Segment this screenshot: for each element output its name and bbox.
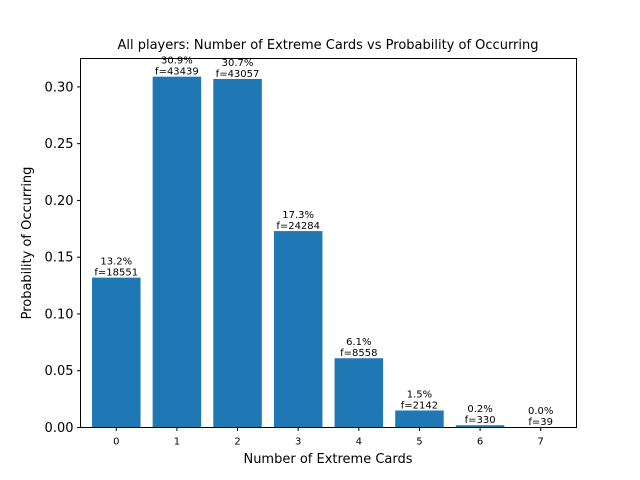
bar-percent-label-4: 6.1% [346,337,371,348]
bar-4 [334,358,384,428]
x-tick-label-0: 0 [113,437,119,448]
y-tick-label-0.05: 0.05 [45,364,74,379]
bar-group [92,76,565,428]
y-tick-label-0.30: 0.30 [45,80,74,95]
bar-percent-label-0: 13.2% [100,257,132,268]
x-tick-label-3: 3 [295,437,301,448]
y-tick-label-0.10: 0.10 [45,307,74,322]
plot-frame [80,58,577,428]
bar-percent-label-3: 17.3% [282,210,314,221]
bar-label-group: 13.2%f=18551 30.9%f=43439 30.7%f=43057 17.3… [94,56,553,428]
x-axis-label: Number of Extreme Cards [243,452,412,467]
bar-freq-label-5: f=2142 [401,400,438,411]
bar-freq-label-1: f=43439 [155,67,199,78]
bar-percent-label-6: 0.2% [467,404,492,415]
x-tick-label-5: 5 [416,437,422,448]
bar-freq-label-6: f=330 [465,415,496,426]
y-tick-label-0.20: 0.20 [45,194,74,209]
bar-freq-label-0: f=18551 [94,268,138,279]
x-tick-label-6: 6 [477,437,483,448]
x-tick-label-7: 7 [538,437,544,448]
bar-5 [395,410,444,428]
bar-freq-label-3: f=24284 [276,221,320,232]
y-tick-label-0.15: 0.15 [45,251,74,266]
bar-3 [273,231,323,428]
y-tick-label-0.25: 0.25 [45,137,74,152]
bar-0 [92,277,141,428]
y-axis: 0.00 0.05 0.10 0.15 0.20 0.25 0.30 [45,80,81,436]
y-axis-label: Probability of Occurring [20,167,35,320]
bar-2 [213,78,262,428]
chart-title: All players: Number of Extreme Cards vs … [117,38,538,53]
bar-percent-label-2: 30.7% [222,58,254,69]
bar-freq-label-7: f=39 [528,417,553,428]
bar-1 [152,76,202,428]
bar-percent-label-5: 1.5% [407,389,432,400]
y-tick-label-0.00: 0.00 [45,421,74,436]
x-tick-label-1: 1 [174,437,180,448]
x-tick-label-4: 4 [356,437,362,448]
bar-percent-label-1: 30.9% [161,56,193,67]
x-axis: 0 1 2 3 4 5 6 7 [113,427,544,448]
x-tick-label-2: 2 [234,437,240,448]
bar-freq-label-4: f=8558 [340,348,377,359]
bar-percent-label-7: 0.0% [528,406,553,417]
bar-6 [455,425,505,428]
bar-freq-label-2: f=43057 [216,69,260,80]
